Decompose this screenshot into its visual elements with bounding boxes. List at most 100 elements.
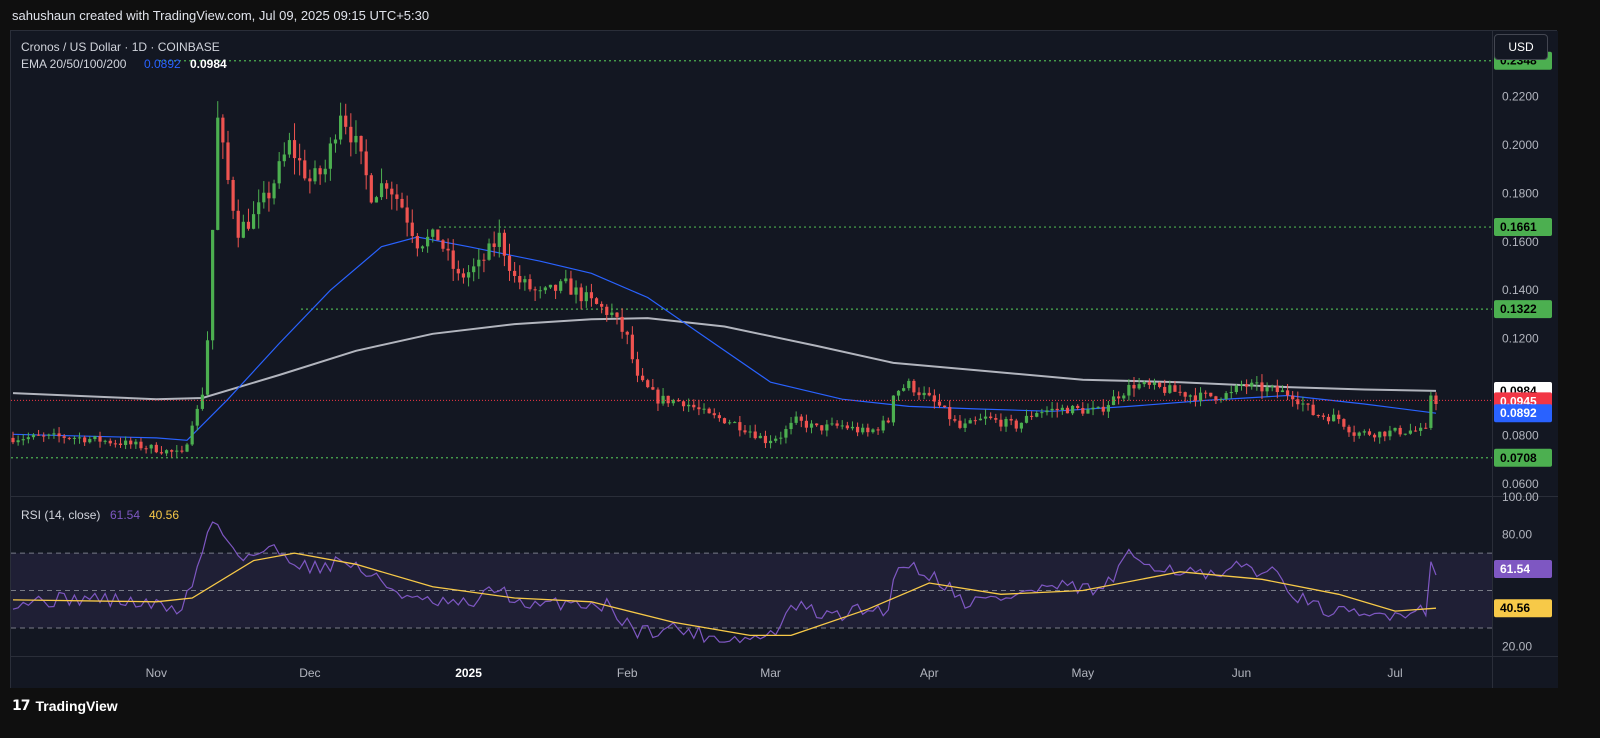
x-tick-label: Nov (146, 666, 167, 680)
candle-body (1132, 384, 1136, 389)
candle-body (1342, 419, 1346, 427)
candle-body (1347, 426, 1351, 433)
candle-body (257, 202, 261, 215)
candle-body (907, 380, 911, 389)
rsi-tick-label: 100.00 (1502, 490, 1539, 504)
rsi-value-label-bg (1494, 599, 1552, 618)
candle-body (1311, 404, 1315, 416)
candle-body (200, 394, 204, 409)
x-tick-label: Jun (1232, 666, 1251, 680)
rsi-ma-line (12, 552, 1437, 637)
price-tick-label: 0.1400 (1502, 283, 1539, 297)
candle-body (77, 437, 82, 439)
x-tick-label: Mar (760, 666, 781, 680)
candle-body (164, 450, 169, 454)
candle-body (1055, 408, 1059, 411)
candle-body (891, 395, 896, 423)
candle-body (733, 422, 737, 424)
candle-body (108, 440, 112, 444)
candle-body (1378, 431, 1382, 438)
candle-body (1014, 420, 1018, 429)
price-tick-label: 0.1600 (1502, 235, 1539, 249)
candle-body (267, 192, 271, 199)
candle-body (236, 210, 240, 238)
candle-body (1434, 395, 1438, 404)
candle-body (702, 408, 706, 410)
candle-body (1081, 408, 1085, 414)
candle-body (241, 221, 245, 238)
candle-body (277, 161, 281, 184)
candle-body (349, 126, 353, 143)
candle-body (1224, 393, 1228, 400)
candle-body (902, 388, 906, 391)
currency-button[interactable]: USD (1494, 34, 1548, 60)
candle-body (656, 389, 660, 404)
candle-body (354, 135, 358, 143)
candle-body (1321, 415, 1325, 417)
candle-body (385, 183, 389, 189)
candle-body (1429, 395, 1433, 428)
candle-body (1245, 384, 1249, 387)
candle-body (415, 235, 419, 249)
price-tick-label: 0.2000 (1502, 138, 1539, 152)
candle-body (441, 240, 445, 249)
candle-body (799, 416, 803, 421)
candle-body (1219, 399, 1223, 401)
candle-body (1101, 406, 1105, 412)
candle-body (958, 420, 962, 428)
candle-body (753, 431, 757, 439)
tradingview-logo[interactable]: 17 TradingView (12, 698, 118, 714)
candle-body (850, 426, 855, 429)
candle-body (231, 179, 235, 211)
candle-body (559, 281, 563, 291)
candle-body (11, 437, 15, 443)
candle-body (1362, 431, 1366, 433)
candle-body (579, 287, 583, 302)
candle-body (26, 437, 30, 440)
chart-frame[interactable]: 0.06000.08000.10000.12000.14000.16000.18… (10, 30, 1558, 689)
candle-body (374, 197, 379, 203)
chart-canvas[interactable]: 0.06000.08000.10000.12000.14000.16000.18… (11, 31, 1558, 689)
candle-body (149, 444, 153, 449)
candle-body (466, 272, 471, 278)
candle-body (1096, 406, 1100, 408)
candle-body (57, 433, 61, 437)
candle-body (589, 292, 594, 299)
price-tick-label: 0.1800 (1502, 186, 1539, 200)
candle-body (712, 413, 716, 416)
candle-body (876, 429, 880, 431)
candle-body (1285, 390, 1290, 396)
ema-legend-value-2: 0.0984 (190, 57, 227, 71)
candle-body (1332, 414, 1336, 422)
candle-body (943, 405, 947, 408)
symbol-legend: Cronos / US Dollar · 1D · COINBASE (21, 40, 220, 54)
x-tick-label: Feb (617, 666, 638, 680)
candle-body (1019, 422, 1023, 429)
candle-body (1296, 399, 1300, 405)
candle-body (1260, 382, 1264, 392)
candle-body (170, 450, 174, 452)
candle-body (1045, 410, 1049, 413)
candle-body (318, 168, 322, 175)
level-label: 0.1322 (1500, 302, 1537, 316)
candle-body (1117, 396, 1121, 399)
attribution-bar: sahushaun created with TradingView.com, … (0, 0, 1600, 30)
candle-body (881, 420, 885, 431)
candle-body (728, 422, 732, 424)
rsi-value-label: 40.56 (1500, 601, 1530, 615)
candle-body (426, 236, 430, 247)
candle-body (308, 178, 312, 182)
candle-body (630, 334, 634, 360)
candle-body (323, 168, 327, 175)
candle-body (1173, 385, 1177, 392)
candle-body (758, 435, 762, 439)
candle-body (1280, 390, 1285, 393)
candle-body (1383, 431, 1387, 437)
candle-body (400, 198, 404, 208)
candle-body (722, 418, 727, 424)
rsi-tick-label: 20.00 (1502, 640, 1532, 654)
candle-body (574, 287, 578, 295)
candle-body (1204, 392, 1208, 394)
candle-body (912, 380, 916, 393)
candle-body (661, 395, 665, 404)
